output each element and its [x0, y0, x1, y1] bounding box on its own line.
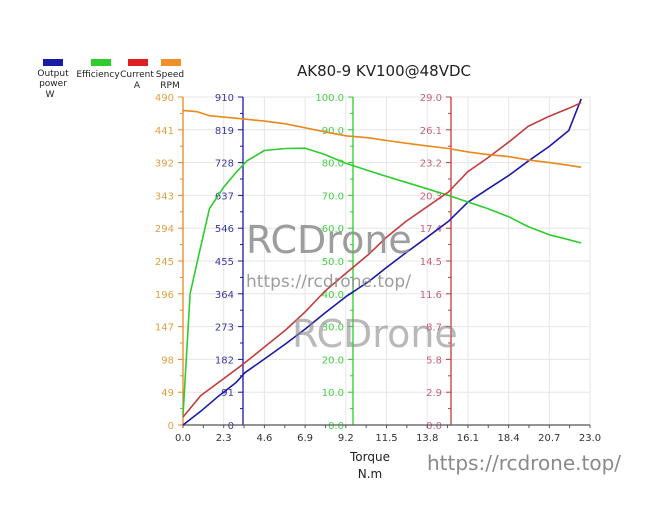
series-line-current — [182, 101, 582, 418]
y-axis-tick-label: 728 — [215, 159, 234, 170]
y-axis-tick-label: 2.9 — [426, 388, 442, 399]
y-axis-tick-label: 29.0 — [420, 93, 442, 104]
legend-label-output-power: power — [39, 79, 67, 89]
y-axis-tick-label: 455 — [215, 257, 234, 268]
y-axis-tick-label: 91 — [221, 388, 234, 399]
y-axis-tick-label: 20.0 — [322, 355, 344, 366]
y-axis-tick-label: 23.2 — [420, 159, 442, 170]
legend-unit-power: W — [46, 90, 55, 100]
y-axis-tick-label: 0.0 — [328, 421, 344, 432]
legend-label-speed: Speed — [156, 70, 184, 80]
y-axis-tick-label: 70.0 — [322, 191, 344, 202]
legend-swatch — [91, 59, 111, 66]
legend-unit-speed: RPM — [160, 81, 179, 91]
y-axis-tick-label: 441 — [155, 126, 174, 137]
legend-label-current: Current — [120, 70, 154, 80]
x-axis-tick-label: 4.6 — [256, 433, 272, 444]
legend-swatch — [161, 59, 181, 66]
y-axis-tick-label: 546 — [215, 224, 234, 235]
y-axis-tick-label: 10.0 — [322, 388, 344, 399]
y-axis-tick-label: 20.3 — [420, 191, 442, 202]
y-axis-tick-label: 0 — [168, 421, 174, 432]
x-axis-title: Torque — [349, 450, 390, 464]
y-axis-tick-label: 196 — [155, 290, 174, 301]
y-axis-tick-label: 11.6 — [420, 290, 442, 301]
y-axis-tick-label: 637 — [215, 191, 234, 202]
y-axis-tick-label: 392 — [155, 159, 174, 170]
y-axis-tick-label: 98 — [161, 355, 174, 366]
x-axis-tick-label: 13.8 — [416, 433, 438, 444]
legend-swatch — [43, 59, 63, 66]
x-axis-tick-label: 9.2 — [338, 433, 354, 444]
y-axis-tick-label: 8.7 — [426, 323, 442, 334]
series-line-efficiency — [182, 147, 582, 416]
chart-title: AK80-9 KV100@48VDC — [297, 62, 471, 80]
y-axis-tick-label: 60.0 — [322, 224, 344, 235]
y-axis-tick-label: 5.8 — [426, 355, 442, 366]
y-axis-tick-label: 182 — [215, 355, 234, 366]
x-axis-tick-label: 16.1 — [457, 433, 479, 444]
legend-unit-current: A — [134, 81, 141, 91]
y-axis-tick-label: 245 — [155, 257, 174, 268]
y-axis-tick-label: 364 — [215, 290, 234, 301]
y-axis-tick-label: 14.5 — [420, 257, 442, 268]
series-line-speed — [182, 109, 582, 169]
legend-swatch — [128, 59, 148, 66]
legend-label-efficiency: Efficiency — [76, 70, 120, 80]
y-axis-tick-label: 90.0 — [322, 126, 344, 137]
x-axis-tick-label: 2.3 — [216, 433, 232, 444]
y-axis-tick-label: 50.0 — [322, 257, 344, 268]
y-axis-tick-label: 0 — [228, 421, 234, 432]
y-axis-tick-label: 819 — [215, 126, 234, 137]
y-axis-tick-label: 343 — [155, 191, 174, 202]
y-axis-tick-label: 100.0 — [315, 93, 344, 104]
y-axis-tick-label: 273 — [215, 323, 234, 334]
y-axis-tick-label: 49 — [161, 388, 174, 399]
x-axis-unit: N.m — [358, 467, 382, 481]
x-axis-tick-label: 18.4 — [497, 433, 519, 444]
x-axis-tick-label: 23.0 — [579, 433, 601, 444]
y-axis-tick-label: 490 — [155, 93, 174, 104]
x-axis-tick-label: 0.0 — [175, 433, 191, 444]
y-axis-tick-label: 40.0 — [322, 290, 344, 301]
y-axis-tick-label: 17.4 — [420, 224, 442, 235]
y-axis-tick-label: 30.0 — [322, 323, 344, 334]
y-axis-tick-label: 910 — [215, 93, 234, 104]
x-axis-tick-label: 11.5 — [375, 433, 397, 444]
y-axis-tick-label: 294 — [155, 224, 174, 235]
y-axis-tick-label: 0.0 — [426, 421, 442, 432]
legend-label-output-power: Output — [37, 69, 69, 79]
x-axis-tick-label: 6.9 — [297, 433, 313, 444]
y-axis-tick-label: 26.1 — [420, 126, 442, 137]
series-line-output-power — [182, 98, 582, 426]
y-axis-tick-label: 80.0 — [322, 159, 344, 170]
y-axis-tick-label: 147 — [155, 323, 174, 334]
x-axis-tick-label: 20.7 — [538, 433, 560, 444]
